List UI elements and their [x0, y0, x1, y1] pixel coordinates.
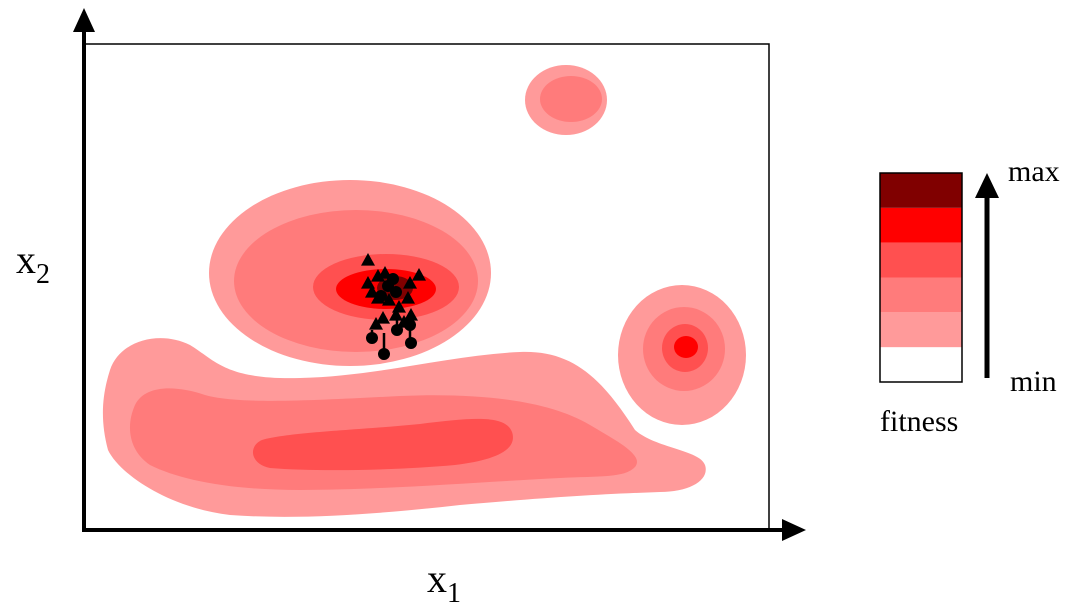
population-triangle-marker: [382, 293, 396, 306]
legend-color-bar: [880, 173, 962, 382]
x-axis-label: x1: [427, 555, 461, 607]
population-triangle-marker: [403, 276, 417, 289]
legend-level-4: [880, 207, 962, 243]
x-axis-label-sub: 1: [447, 577, 461, 609]
legend-level-0: [880, 347, 962, 382]
contour-ridge: [102, 338, 706, 517]
right-level-4: [674, 336, 698, 358]
population-triangle-marker: [365, 285, 379, 298]
population-triangle-marker: [401, 291, 415, 304]
population-triangle-marker: [361, 253, 375, 266]
legend-bar-frame: [879, 172, 963, 383]
population-circle-marker: [390, 286, 402, 298]
contour-central-peak: [209, 180, 491, 366]
population-triangle-marker: [412, 268, 426, 281]
population-triangle-marker: [369, 317, 383, 330]
x-axis-arrowhead: [782, 519, 806, 541]
legend-level-5: [880, 173, 962, 208]
legend-arrow-head: [975, 173, 999, 198]
axes: [73, 8, 806, 541]
legend-min-label: min: [1010, 365, 1057, 398]
ridge-level-3: [252, 418, 513, 471]
population-triangle-marker: [378, 266, 392, 279]
population-triangle-marker: [397, 315, 411, 328]
x-axis-label-base: x: [427, 556, 447, 601]
population-triangle-marker: [389, 308, 403, 321]
y-axis-arrowhead: [73, 8, 95, 32]
population-triangle-marker: [371, 291, 385, 304]
y-axis-label: x2: [16, 236, 50, 288]
population-triangle-marker: [376, 311, 390, 324]
legend-level-2: [880, 277, 962, 313]
legend-caption: fitness: [880, 405, 959, 438]
legend-level-3: [880, 242, 962, 278]
population-triangle-marker: [404, 308, 418, 321]
contour-top-hill: [525, 65, 607, 135]
population-triangle-marker: [361, 276, 375, 289]
legend-max-label: max: [1008, 155, 1060, 188]
legend-arrow: [975, 173, 999, 378]
contour-right-hill: [618, 285, 746, 425]
y-axis-label-sub: 2: [36, 258, 50, 290]
population-markers: [361, 253, 426, 360]
y-axis-label-base: x: [16, 237, 36, 282]
legend-level-1: [880, 312, 962, 348]
top-level-2: [540, 76, 602, 122]
